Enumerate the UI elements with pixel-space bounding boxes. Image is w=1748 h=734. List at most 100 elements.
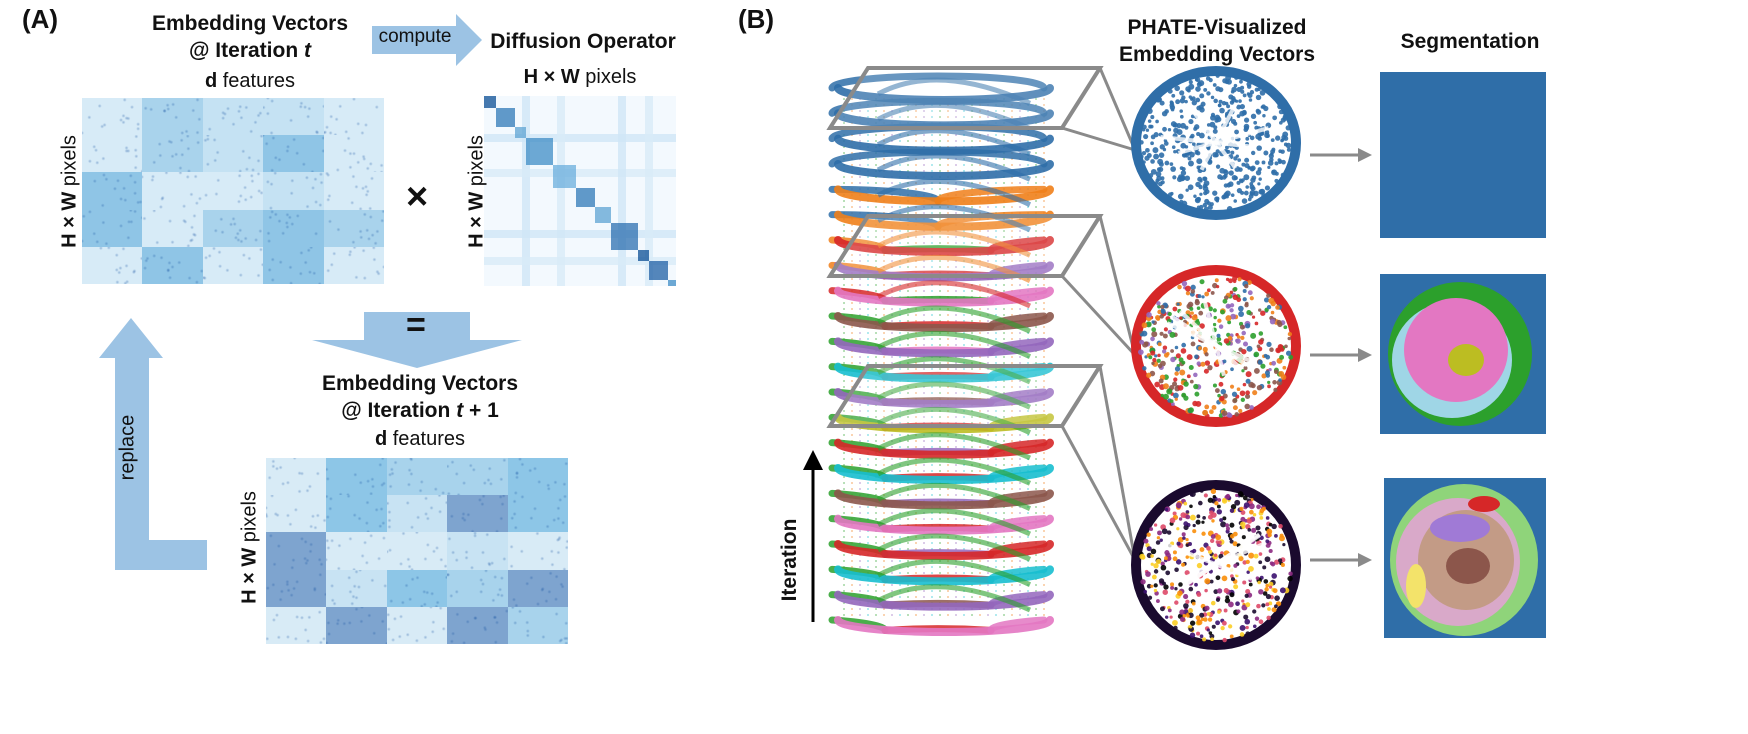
phate-plot-1-point [1184, 175, 1191, 181]
phate-plot-1-point [1174, 85, 1180, 92]
replace-arrow [99, 318, 207, 570]
matrix-block [386, 495, 448, 533]
phate-plot-1-point [1214, 152, 1219, 158]
phate-plot-3-point [1192, 523, 1196, 528]
phate-plot-2-point [1183, 381, 1189, 387]
phate-plot-2-point [1249, 405, 1254, 410]
phate-plot-1-point [1199, 192, 1203, 196]
spiral-ring-back [828, 148, 1048, 168]
phate-plot-2-point [1288, 354, 1294, 360]
phate-plot-3-point [1164, 556, 1168, 561]
phate-plot-1-point [1267, 165, 1271, 169]
phate-plot-2-point [1261, 373, 1267, 379]
phate-plot-3-point [1215, 620, 1221, 626]
phate-plot-1-point [1257, 167, 1262, 172]
phate-plot-2-gap [1166, 321, 1252, 364]
phate-plot-1-point [1236, 180, 1241, 185]
phate-plot-2-point [1237, 277, 1242, 282]
phate-plot-2-point [1240, 397, 1245, 402]
phate-plot-2-point [1202, 409, 1208, 416]
phate-plot-2-point [1242, 382, 1247, 387]
phate-plot-3-point [1163, 584, 1169, 590]
phate-plot-2-point [1172, 392, 1179, 399]
phate-plot-3-point [1174, 587, 1178, 591]
plane-connector [1098, 215, 1137, 356]
phate-plot-1-point [1223, 173, 1228, 178]
phate-plot-1-ring [1131, 66, 1301, 220]
phate-plot-2-point [1167, 311, 1172, 317]
matrix-block [266, 606, 327, 644]
phate-plot-3-point [1146, 532, 1151, 537]
phate-plot-2-point [1275, 305, 1280, 310]
phate-plot-2-point [1278, 378, 1282, 382]
phate-plot-3-point [1254, 616, 1260, 621]
phate-plot-1-point [1184, 99, 1188, 104]
phate-plot-3-point [1153, 569, 1159, 574]
matrix-block [142, 135, 204, 173]
phate-plot-3-point [1185, 555, 1190, 559]
phate-plot-2-point [1263, 297, 1270, 303]
phate-plot-1-point [1155, 178, 1160, 183]
phate-plot-3-point [1166, 530, 1172, 535]
matrix-block [263, 246, 325, 284]
phate-plot-2-point [1151, 327, 1157, 332]
spiral-ring-front [834, 210, 1054, 231]
phate-plot-1-point [1179, 90, 1185, 96]
phate-plot-2-point [1278, 371, 1285, 377]
phate-plot-3-point [1185, 599, 1190, 604]
phate-plot-1-point [1219, 167, 1226, 174]
phate-plot-3-point [1229, 533, 1235, 539]
phate-plot-2-point [1140, 333, 1144, 337]
matrix-block [326, 495, 388, 533]
phate-plot-1-point [1233, 175, 1238, 181]
phate-plot-1-point [1150, 168, 1157, 175]
spiral-ring-back [828, 72, 1048, 92]
phate-plot-1-point [1179, 175, 1185, 182]
operator-band [645, 96, 653, 286]
phate-plot-3-point [1274, 559, 1280, 565]
phate-plot-1-point [1198, 132, 1205, 139]
phate-plot-1-point [1241, 198, 1248, 204]
phate-plot-1-point [1160, 176, 1165, 181]
phate-plot-3-point [1196, 619, 1203, 626]
phate-plot-1-point [1240, 190, 1245, 195]
phate-plot-3-point [1188, 608, 1194, 614]
operator-block [484, 96, 496, 108]
phate-plot-1-point [1214, 196, 1220, 202]
phate-plot-3-point [1235, 493, 1239, 498]
phate-plot-2-point [1208, 306, 1213, 312]
phate-plot-3-point [1220, 625, 1225, 631]
phate-plot-3-point [1224, 597, 1231, 604]
phate-plot-1-point [1255, 94, 1262, 101]
phate-plot-2-point [1254, 321, 1259, 326]
phate-plot-1-point [1229, 100, 1235, 105]
phate-plot-2-point [1179, 316, 1183, 320]
phate-plot-2-point [1161, 349, 1167, 354]
phate-plot-1-point [1155, 171, 1162, 177]
phate-plot-3-point [1157, 530, 1162, 536]
phate-plot-1-point [1259, 89, 1266, 96]
phate-plot-2-point [1239, 390, 1246, 397]
phate-plot-3-point [1218, 540, 1222, 545]
phate-plot-2-point [1268, 297, 1275, 304]
phate-plot-1-point [1234, 129, 1239, 135]
phate-plot-3-point [1274, 604, 1278, 609]
matrix-block [266, 532, 327, 571]
phate-plot-3-point [1199, 634, 1204, 639]
phate-plot-1-point [1187, 160, 1194, 167]
phate-plot-1-point [1226, 206, 1233, 212]
spiral-swoosh [876, 457, 1032, 486]
phate-plot-3-point [1229, 539, 1234, 544]
spiral-swoosh [876, 482, 1032, 511]
spiral-swoosh [876, 381, 1032, 410]
phate-plot-2-point [1169, 331, 1176, 338]
phate-plot-2-point [1154, 381, 1160, 388]
phate-plot-1-point [1199, 204, 1204, 210]
phate-plot-2-point [1236, 335, 1241, 339]
phate-plot-3-point [1215, 597, 1221, 602]
phate-plot-1-point [1270, 149, 1276, 154]
replace-label: replace [116, 414, 139, 481]
phate-plot-3-point [1165, 570, 1171, 576]
phate-plot-1-point [1179, 109, 1183, 113]
phate-plot-2-point [1163, 352, 1169, 358]
